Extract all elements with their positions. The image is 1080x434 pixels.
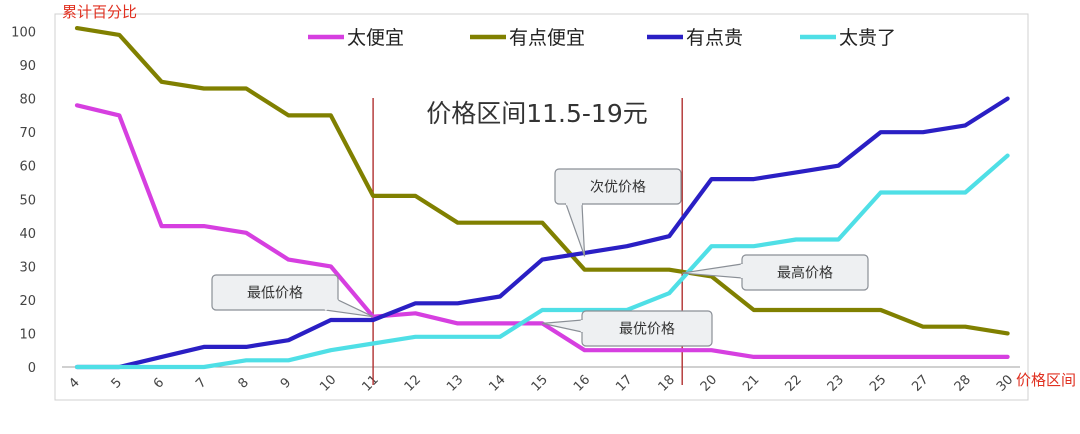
x-tick-label: 9: [278, 375, 294, 391]
x-tick-label: 8: [235, 375, 251, 391]
x-tick-label: 16: [571, 372, 593, 394]
y-tick-label: 60: [19, 160, 36, 175]
x-tick-label: 18: [656, 372, 678, 394]
x-tick-label: 14: [486, 372, 508, 394]
callout-box: [211, 274, 339, 311]
y-tick-label: 40: [19, 227, 36, 242]
y-tick-label: 0: [28, 361, 36, 376]
x-tick-label: 15: [529, 372, 551, 394]
x-tick-label: 23: [825, 372, 847, 394]
callout-label: 次优价格: [590, 180, 646, 196]
x-tick-label: 22: [782, 372, 804, 394]
legend-label: 有点便宜: [509, 27, 585, 49]
y-tick-label: 90: [19, 59, 36, 74]
x-tick-label: 30: [994, 372, 1016, 394]
callout-box: [554, 168, 682, 205]
plot-frame: [54, 13, 1029, 401]
callout-seam: [324, 299, 339, 311]
callout-label: 最优价格: [619, 322, 675, 338]
y-tick-label: 50: [19, 193, 36, 208]
legend-label: 太便宜: [347, 27, 404, 49]
series-line-3: [74, 96, 1010, 370]
x-tick-label: 21: [740, 372, 762, 394]
x-tick-label: 10: [317, 372, 339, 394]
legend-label: 太贵了: [839, 27, 896, 49]
y-tick-label: 30: [19, 260, 36, 275]
x-tick-label: 6: [151, 375, 167, 391]
x-tick-label: 4: [66, 375, 82, 391]
x-tick-label: 28: [952, 372, 974, 394]
series-line-2: [74, 26, 1010, 336]
x-tick-label: 27: [909, 372, 931, 394]
x-axis-title: 价格区间: [1016, 371, 1076, 389]
y-tick-label: 10: [19, 327, 36, 342]
legend-label: 有点贵: [686, 27, 743, 49]
y-tick-label: 20: [19, 294, 36, 309]
series-line-4: [74, 153, 1010, 370]
y-tick-label: 100: [11, 26, 36, 41]
x-tick-label: 7: [193, 375, 209, 391]
y-tick-label: 70: [19, 126, 36, 141]
x-tick-label: 25: [867, 372, 889, 394]
callout-pointer: [565, 203, 586, 257]
x-tick-label: 17: [613, 372, 635, 394]
y-tick-label: 80: [19, 93, 36, 108]
x-tick-label: 5: [109, 375, 125, 391]
y-axis-title: 累计百分比: [62, 3, 137, 21]
x-tick-label: 13: [444, 372, 466, 394]
callout-label: 最低价格: [247, 286, 303, 302]
x-tick-label: 12: [402, 372, 424, 394]
x-tick-label: 20: [698, 372, 720, 394]
callout-label: 最高价格: [777, 265, 833, 282]
range-title: 价格区间11.5-19元: [426, 99, 648, 128]
x-tick-label: 11: [359, 372, 381, 394]
